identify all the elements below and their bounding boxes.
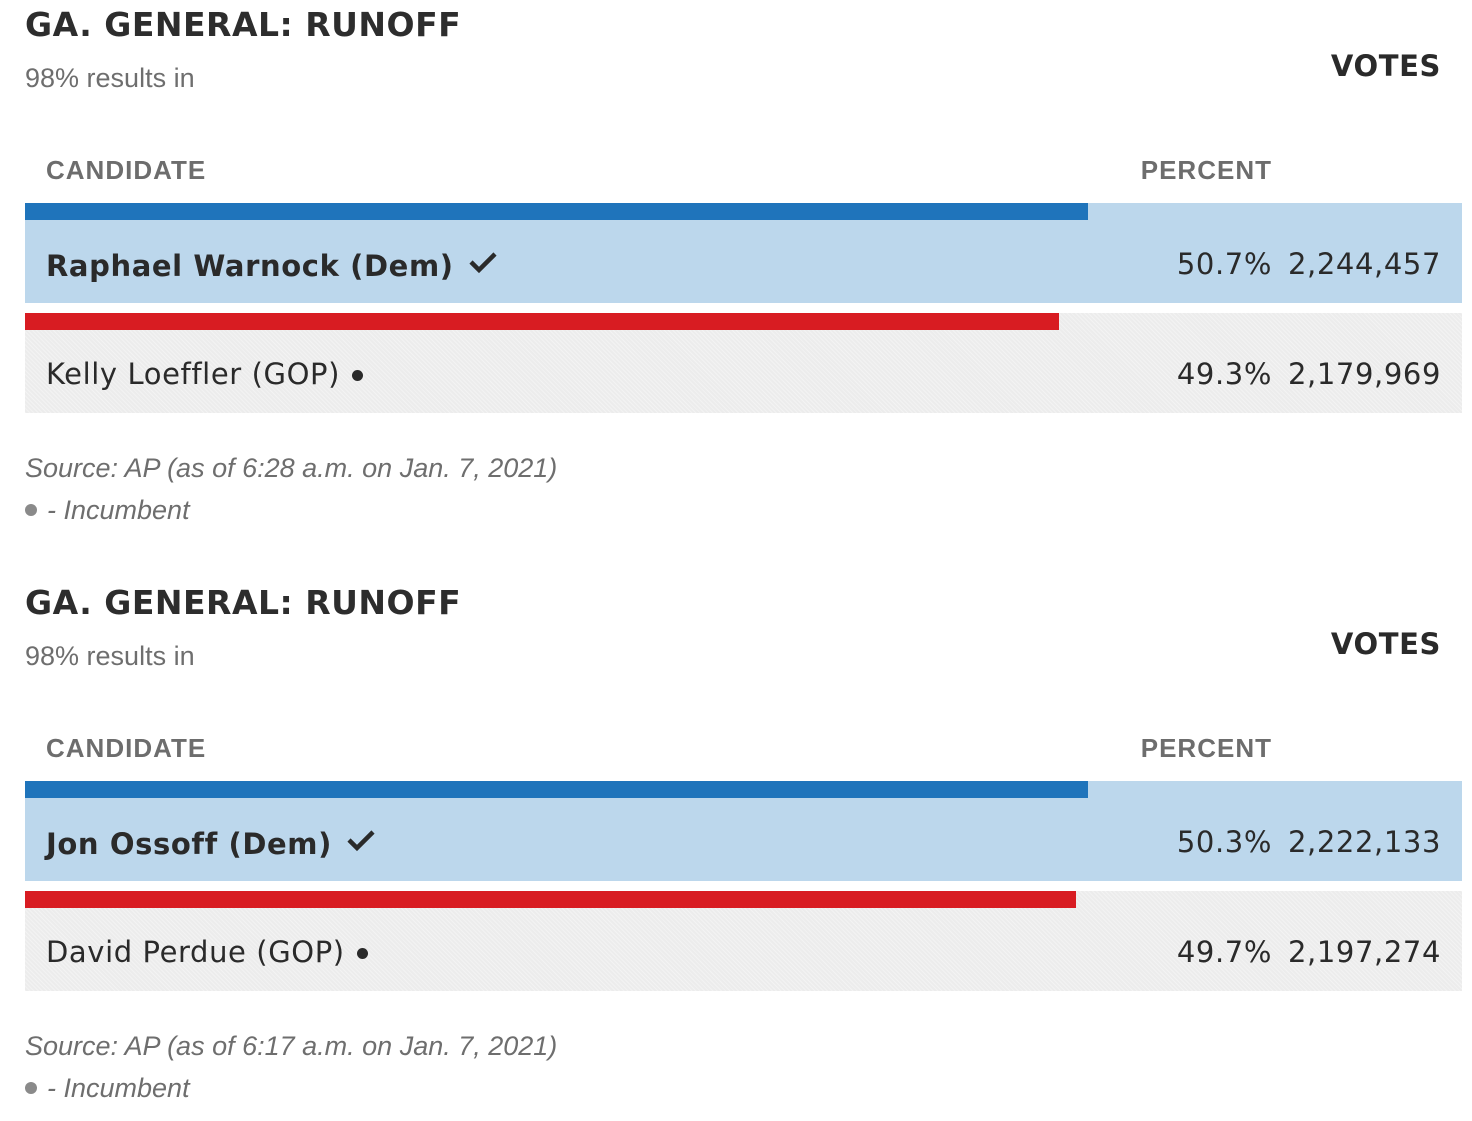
candidate-name: Kelly Loeffler (GOP): [46, 357, 341, 391]
results-in-status: 98% results in: [25, 641, 195, 671]
results-in-status: 98% results in: [25, 63, 195, 93]
candidate-row: David Perdue (GOP) 49.7% 2,197,274: [25, 891, 1462, 991]
incumbent-legend-label: - Incumbent: [47, 495, 190, 525]
vote-share-bar: [25, 203, 1088, 220]
candidate-name-cell: Raphael Warnock (Dem): [46, 247, 498, 283]
vote-percent: 50.7%: [1176, 247, 1272, 281]
candidate-name: Raphael Warnock (Dem): [46, 249, 454, 283]
candidate-row: Jon Ossoff (Dem) 50.3% 2,222,133: [25, 781, 1462, 881]
incumbent-dot-icon: [352, 370, 364, 381]
vote-count: 2,244,457: [1288, 247, 1441, 281]
vote-count: 2,222,133: [1288, 825, 1441, 859]
vote-share-bar: [25, 781, 1088, 798]
incumbent-legend: - Incumbent: [25, 495, 190, 526]
candidate-row: Kelly Loeffler (GOP) 49.3% 2,179,969: [25, 313, 1462, 413]
incumbent-dot-icon: [356, 948, 368, 959]
vote-percent: 49.3%: [1176, 357, 1272, 391]
winner-check-icon: [468, 247, 498, 281]
candidate-name: Jon Ossoff (Dem): [46, 827, 332, 861]
incumbent-legend-label: - Incumbent: [47, 1073, 190, 1103]
vote-percent: 50.3%: [1176, 825, 1272, 859]
vote-share-bar: [25, 891, 1076, 908]
vote-percent: 49.7%: [1176, 935, 1272, 969]
candidate-name-cell: David Perdue (GOP): [46, 935, 368, 969]
column-header-percent: PERCENT: [1140, 733, 1272, 763]
candidate-name: David Perdue (GOP): [46, 935, 345, 969]
candidate-name-cell: Jon Ossoff (Dem): [46, 825, 376, 861]
source-note: Source: AP (as of 6:28 a.m. on Jan. 7, 2…: [25, 453, 558, 483]
winner-check-icon: [346, 825, 376, 859]
column-header-votes: VOTES: [1330, 49, 1441, 83]
column-header-votes: VOTES: [1330, 627, 1441, 661]
incumbent-dot-icon: [25, 504, 37, 516]
column-header-percent: PERCENT: [1140, 155, 1272, 185]
column-header-candidate: CANDIDATE: [46, 155, 207, 185]
vote-count: 2,197,274: [1288, 935, 1441, 969]
candidate-name-cell: Kelly Loeffler (GOP): [46, 357, 364, 391]
race-title: GA. GENERAL: RUNOFF: [25, 5, 462, 44]
column-header-candidate: CANDIDATE: [46, 733, 207, 763]
race-title: GA. GENERAL: RUNOFF: [25, 583, 462, 622]
incumbent-legend: - Incumbent: [25, 1073, 190, 1104]
source-note: Source: AP (as of 6:17 a.m. on Jan. 7, 2…: [25, 1031, 558, 1061]
vote-share-bar: [25, 313, 1059, 330]
incumbent-dot-icon: [25, 1082, 37, 1094]
vote-count: 2,179,969: [1288, 357, 1441, 391]
candidate-row: Raphael Warnock (Dem) 50.7% 2,244,457: [25, 203, 1462, 303]
